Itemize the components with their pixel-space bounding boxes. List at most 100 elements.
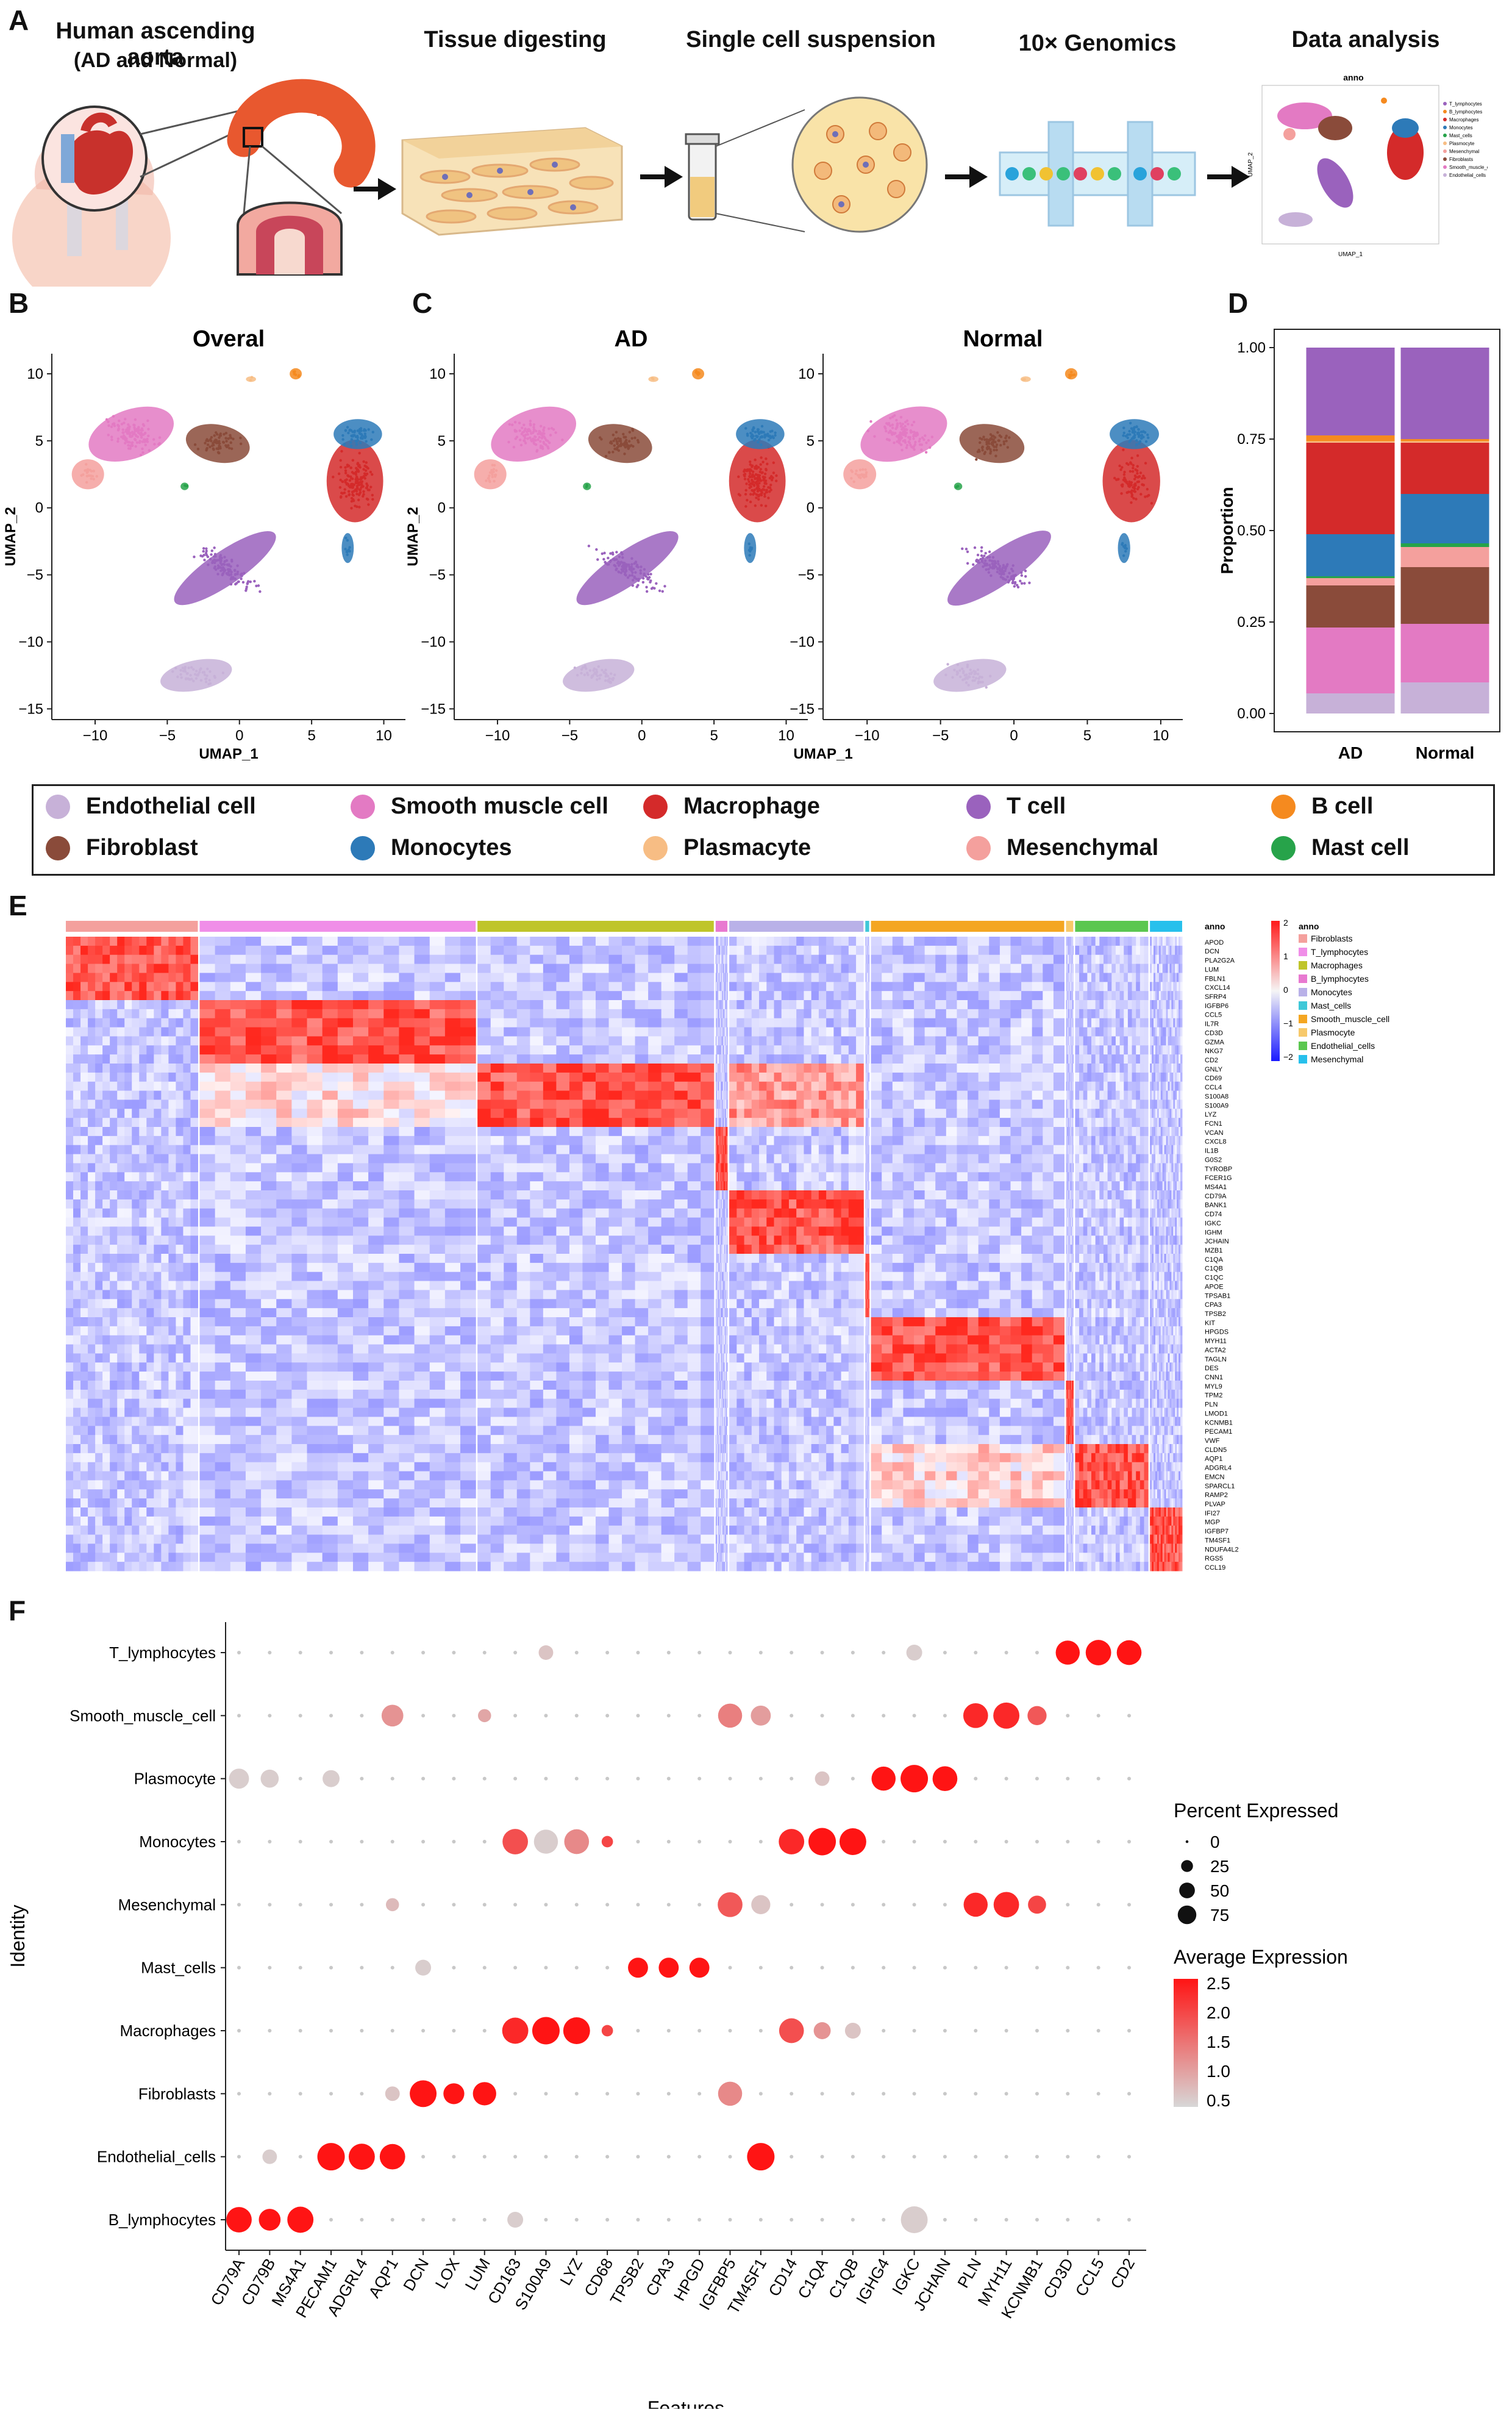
heatmap-cell — [622, 1009, 636, 1019]
heatmap-cell — [1066, 1064, 1068, 1073]
heatmap-cell — [168, 1064, 176, 1073]
heatmap-cell — [1010, 1000, 1022, 1010]
umap-point — [1138, 442, 1141, 445]
heatmap-cell — [1103, 1072, 1108, 1082]
cell-legend-item: Smooth muscle cell — [351, 793, 608, 820]
heatmap-cell — [924, 1081, 936, 1092]
heatmap-cell — [1166, 945, 1168, 956]
umap-point — [180, 676, 183, 679]
umap-ylabel: UMAP_2 — [2, 507, 19, 566]
umap-point — [1129, 470, 1132, 473]
heatmap-cell — [715, 1045, 717, 1055]
heatmap-cell — [1124, 1072, 1129, 1082]
heatmap-cell — [804, 991, 812, 1001]
umap-point — [621, 552, 624, 556]
heatmap-cell — [291, 1027, 308, 1037]
heatmap-cell — [989, 1064, 1000, 1073]
heatmap-cell — [1164, 1000, 1167, 1010]
heatmap-cell — [716, 1027, 718, 1037]
heatmap-cell — [727, 1009, 728, 1019]
umap-point — [205, 549, 208, 552]
heatmap-cell — [1099, 1064, 1104, 1073]
heatmap-cell — [1066, 1009, 1068, 1019]
heatmap-cell — [66, 937, 74, 946]
heatmap-cell — [1152, 964, 1154, 973]
heatmap-cell — [102, 1045, 110, 1055]
heatmap-cell — [744, 1072, 752, 1082]
heatmap-cell — [190, 1081, 198, 1092]
heatmap-cell — [368, 964, 384, 973]
heatmap-cell — [276, 991, 292, 1001]
umap-point — [249, 379, 252, 382]
heatmap-cell — [826, 1045, 834, 1055]
umap-point — [547, 427, 551, 431]
panel-letter-b: B — [9, 287, 29, 319]
heatmap-cell — [569, 1054, 583, 1064]
heatmap-cell — [1043, 973, 1054, 982]
umap-point — [626, 563, 629, 567]
heatmap-cell — [352, 1009, 369, 1019]
heatmap-cell — [1043, 1064, 1054, 1073]
heatmap-cell — [716, 973, 718, 982]
heatmap-group-bar — [729, 921, 864, 932]
heatmap-cell — [102, 1072, 110, 1082]
umap-point — [961, 547, 964, 551]
heatmap-cell — [1152, 973, 1154, 982]
heatmap-cell — [1152, 982, 1154, 992]
heatmap-cell — [199, 973, 216, 982]
heatmap-cell — [80, 1081, 88, 1092]
heatmap-cell — [978, 1009, 990, 1019]
heatmap-cell — [1079, 1036, 1084, 1046]
cell-legend-dot — [966, 794, 991, 819]
cell-legend-label: Smooth muscle cell — [391, 793, 608, 819]
heatmap-cell — [687, 1072, 701, 1082]
heatmap-cell — [1043, 982, 1054, 992]
umap-xtick: −5 — [562, 728, 578, 744]
heatmap-cell — [716, 1027, 718, 1037]
heatmap-cell — [1179, 964, 1181, 973]
umap-point — [1119, 468, 1122, 471]
umap-point — [529, 422, 532, 426]
heatmap-cell — [117, 1018, 125, 1028]
heatmap-cell — [935, 1064, 947, 1073]
heatmap-cell — [1043, 1027, 1054, 1037]
heatmap-cell — [1157, 1045, 1160, 1055]
heatmap-cell — [1087, 982, 1092, 992]
heatmap-cell — [1173, 1054, 1175, 1064]
heatmap-cell — [946, 991, 957, 1001]
heatmap-cell — [957, 1054, 968, 1064]
umap-point — [955, 673, 959, 676]
heatmap-cell — [661, 1072, 675, 1082]
heatmap-cell — [139, 1081, 147, 1092]
heatmap-cell — [833, 937, 842, 946]
heatmap-cell — [718, 973, 719, 982]
umap-point — [979, 675, 982, 679]
heatmap-cell — [429, 1072, 446, 1082]
heatmap-cell — [721, 945, 723, 956]
heatmap-cell — [1069, 937, 1071, 946]
heatmap-group-bar — [865, 921, 869, 932]
heatmap-cell — [1166, 1036, 1168, 1046]
heatmap-cell — [781, 1000, 790, 1010]
heatmap-cell — [1053, 991, 1065, 1001]
heatmap-cell — [1066, 937, 1067, 946]
heatmap-cell — [736, 1064, 745, 1073]
heatmap-cell — [721, 1036, 722, 1046]
umap-point — [193, 555, 196, 559]
umap-point — [988, 559, 991, 562]
heatmap-cell — [1119, 1036, 1124, 1046]
heatmap-cell — [383, 1064, 399, 1073]
heatmap-cell — [726, 1027, 727, 1037]
heatmap-cell — [1171, 1054, 1174, 1064]
heatmap-cell — [1162, 945, 1165, 956]
heatmap-cell — [721, 1000, 722, 1010]
heatmap-cell — [1158, 1009, 1161, 1019]
heatmap-cell — [724, 1081, 726, 1092]
umap-point — [526, 433, 529, 436]
umap-point — [764, 504, 768, 507]
heatmap-cell — [1173, 1027, 1175, 1037]
umap-point — [1133, 482, 1137, 485]
heatmap-cell — [719, 1018, 720, 1028]
umap-point — [951, 676, 954, 679]
umap-point — [744, 505, 747, 508]
